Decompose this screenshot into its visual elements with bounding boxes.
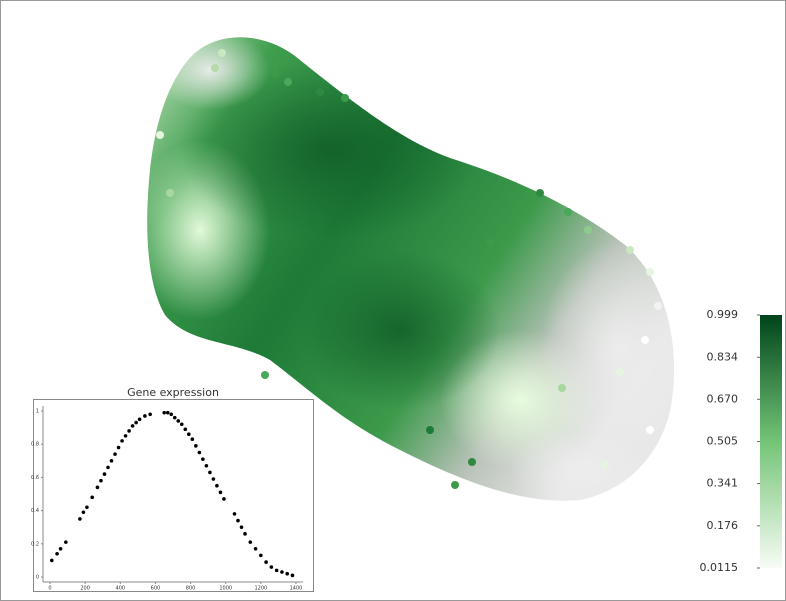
- point: [191, 437, 195, 441]
- point: [183, 427, 187, 431]
- scene: Gene expression 0 200 400 600 800 1000 1200 140…: [0, 0, 786, 601]
- point: [110, 459, 114, 463]
- point: [212, 477, 216, 481]
- point: [215, 484, 219, 488]
- point: [180, 422, 184, 426]
- inset-plot: Gene expression 0 200 400 600 800 1000 1200 140…: [31, 386, 313, 592]
- x-tick-label: 0: [48, 586, 51, 592]
- x-tick-label: 600: [151, 586, 161, 592]
- x-tick-label: 1000: [219, 586, 232, 592]
- point: [103, 472, 107, 476]
- point: [201, 457, 205, 461]
- point: [173, 416, 177, 420]
- point: [222, 497, 226, 501]
- point: [55, 552, 59, 556]
- colorbar-tick-label: 0.670: [707, 392, 739, 405]
- colorbar-tick-label: 0.505: [707, 435, 739, 448]
- point: [124, 434, 128, 438]
- point: [134, 421, 138, 425]
- point: [90, 496, 94, 500]
- point: [236, 519, 240, 523]
- point: [264, 560, 268, 564]
- point: [208, 471, 212, 475]
- y-tick-label: 0.8: [31, 442, 39, 448]
- point: [243, 532, 247, 536]
- point: [64, 540, 68, 544]
- point: [50, 559, 54, 563]
- point: [198, 451, 202, 455]
- point: [99, 479, 103, 483]
- point: [280, 570, 284, 574]
- point: [248, 540, 252, 544]
- point: [205, 464, 209, 468]
- point: [117, 446, 121, 450]
- inset-title: Gene expression: [127, 386, 219, 399]
- point: [148, 413, 152, 417]
- point: [187, 432, 191, 436]
- colorbar-tick-label: 0.0115: [700, 561, 739, 574]
- point: [194, 444, 198, 448]
- point: [131, 424, 135, 428]
- point: [96, 486, 100, 490]
- y-tick-label: 0.4: [31, 508, 39, 514]
- point: [240, 525, 244, 529]
- point: [166, 411, 170, 415]
- colorbar-tick-label: 0.176: [707, 519, 739, 532]
- point: [85, 505, 89, 509]
- colorbar-tick-label: 0.834: [707, 350, 739, 363]
- x-tick-label: 1400: [290, 586, 303, 592]
- colorbar-tick-label: 0.341: [707, 477, 739, 490]
- point: [59, 547, 63, 551]
- colorbar: [760, 315, 782, 568]
- x-tick-label: 400: [116, 586, 126, 592]
- y-tick-label: 0: [36, 575, 39, 581]
- x-tick-label: 1200: [254, 586, 267, 592]
- x-tick-label: 200: [80, 586, 90, 592]
- point: [120, 439, 124, 443]
- point: [233, 512, 237, 516]
- point: [162, 411, 166, 415]
- point: [176, 419, 180, 423]
- point: [113, 452, 117, 456]
- point: [219, 491, 223, 495]
- point: [254, 547, 258, 551]
- point: [291, 574, 295, 578]
- point: [138, 417, 142, 421]
- inset-frame: [34, 400, 314, 592]
- point: [82, 510, 86, 514]
- point: [275, 569, 279, 573]
- y-tick-label: 1: [36, 408, 39, 414]
- point: [169, 413, 173, 417]
- y-tick-label: 0.6: [31, 475, 39, 481]
- y-tick-label: 0.2: [31, 541, 39, 547]
- point: [143, 414, 147, 418]
- point: [106, 466, 110, 470]
- point: [127, 429, 131, 433]
- colorbar-tick-label: 0.999: [707, 308, 739, 321]
- point: [259, 554, 263, 558]
- x-tick-label: 800: [186, 586, 196, 592]
- point: [78, 517, 82, 521]
- point: [270, 565, 274, 569]
- point: [285, 572, 289, 576]
